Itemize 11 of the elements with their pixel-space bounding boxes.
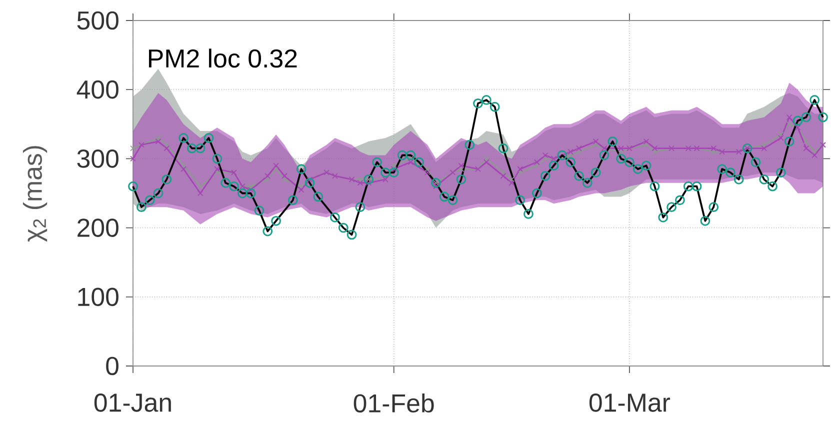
x-tick-label: 01-Jan — [94, 394, 171, 412]
y-tick-label: 200 — [78, 218, 118, 237]
y-tick-label: 0 — [106, 356, 118, 376]
annotation: PM2 loc 0.32 — [148, 48, 297, 68]
y-tick-label: 500 — [77, 11, 118, 30]
x-tick-label: 01-Feb — [354, 394, 434, 413]
y-axis-title: χ$_{2}$ (mas) — [22, 146, 48, 242]
y-tick-label: 100 — [78, 288, 118, 306]
x-tick-label: 01-Mar — [589, 394, 670, 412]
y-tick-label: 400 — [76, 80, 118, 99]
y-tick-label: 300 — [77, 150, 118, 168]
